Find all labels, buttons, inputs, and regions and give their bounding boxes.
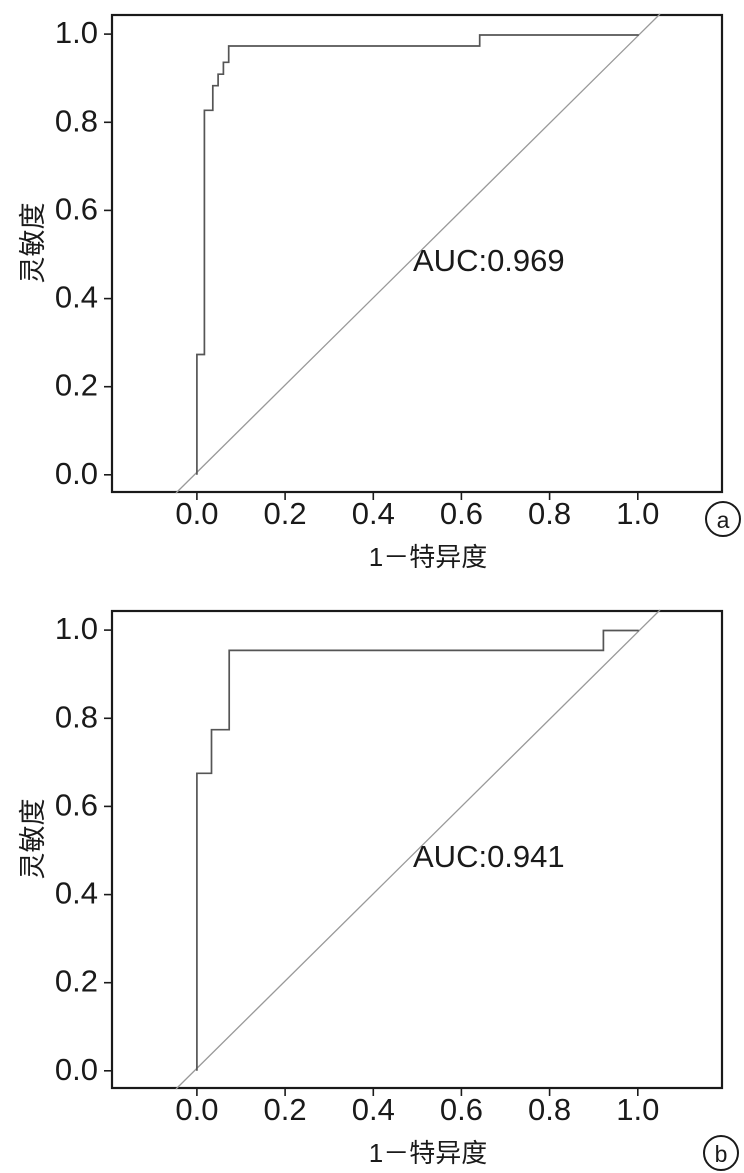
svg-text:0.4: 0.4 xyxy=(352,496,395,531)
svg-text:1.0: 1.0 xyxy=(55,611,98,646)
svg-text:灵敏度: 灵敏度 xyxy=(18,203,48,284)
svg-text:0.4: 0.4 xyxy=(352,1092,395,1127)
svg-text:1－特异度: 1－特异度 xyxy=(369,1138,487,1168)
svg-text:灵敏度: 灵敏度 xyxy=(18,799,48,880)
svg-text:1.0: 1.0 xyxy=(616,1092,659,1127)
svg-text:b: b xyxy=(715,1141,728,1167)
svg-text:0.0: 0.0 xyxy=(175,1092,218,1127)
svg-text:1－特异度: 1－特异度 xyxy=(369,542,487,572)
svg-text:0.2: 0.2 xyxy=(55,368,98,403)
svg-text:0.6: 0.6 xyxy=(440,496,483,531)
svg-text:0.6: 0.6 xyxy=(55,787,98,822)
svg-text:0.8: 0.8 xyxy=(528,496,571,531)
svg-text:0.4: 0.4 xyxy=(55,280,98,315)
svg-text:0.0: 0.0 xyxy=(175,496,218,531)
svg-text:AUC:0.969: AUC:0.969 xyxy=(413,243,565,278)
svg-text:1.0: 1.0 xyxy=(55,15,98,50)
svg-text:1.0: 1.0 xyxy=(616,496,659,531)
svg-text:0.0: 0.0 xyxy=(55,456,98,491)
svg-text:0.6: 0.6 xyxy=(440,1092,483,1127)
svg-text:0.2: 0.2 xyxy=(55,964,98,999)
svg-text:AUC:0.941: AUC:0.941 xyxy=(413,839,565,874)
svg-text:0.6: 0.6 xyxy=(55,191,98,226)
svg-text:0.8: 0.8 xyxy=(528,1092,571,1127)
svg-text:0.4: 0.4 xyxy=(55,876,98,911)
svg-text:0.8: 0.8 xyxy=(55,699,98,734)
svg-text:0.2: 0.2 xyxy=(264,496,307,531)
svg-text:0.0: 0.0 xyxy=(55,1052,98,1087)
svg-text:0.8: 0.8 xyxy=(55,103,98,138)
svg-text:0.2: 0.2 xyxy=(264,1092,307,1127)
svg-text:a: a xyxy=(717,507,730,533)
